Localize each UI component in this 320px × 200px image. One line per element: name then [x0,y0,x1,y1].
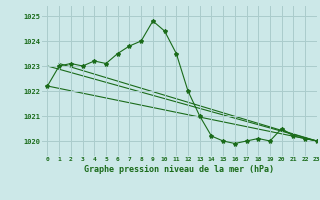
X-axis label: Graphe pression niveau de la mer (hPa): Graphe pression niveau de la mer (hPa) [84,165,274,174]
